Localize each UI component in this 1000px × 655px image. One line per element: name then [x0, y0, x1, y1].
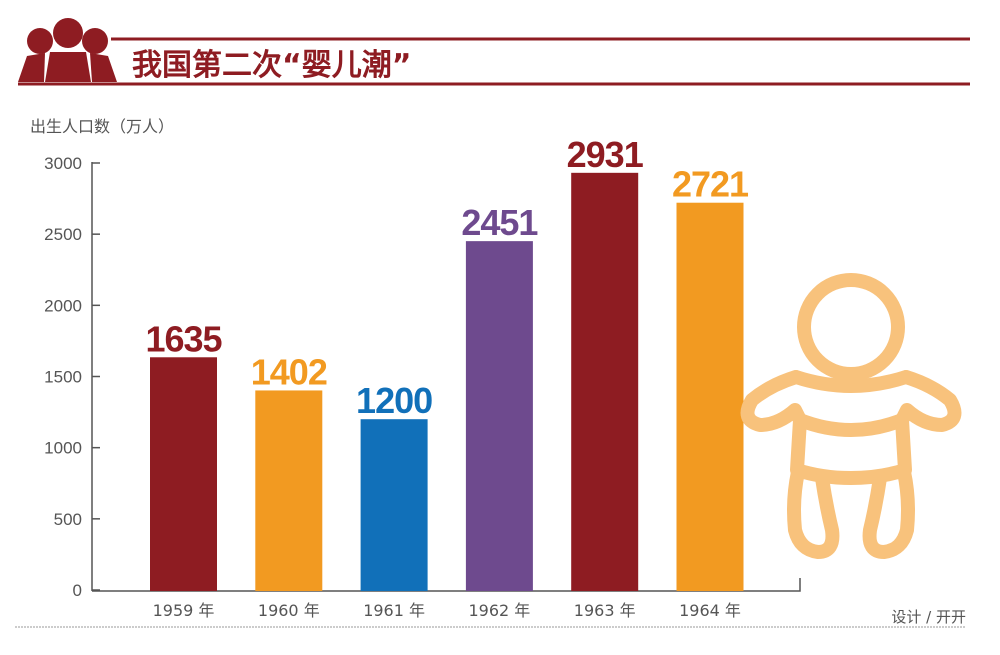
- y-axis-label: 出生人口数（万人）: [30, 117, 174, 136]
- x-axis-line: [92, 578, 801, 592]
- bar-value-label: 2721: [672, 164, 749, 205]
- x-category-label: 1963 年: [574, 601, 636, 620]
- bar: [465, 241, 533, 592]
- chart-title: 我国第二次“婴儿潮”: [132, 48, 411, 83]
- y-tick-label: 0: [73, 581, 82, 600]
- bar-value-label: 1635: [145, 318, 222, 359]
- bar: [676, 202, 744, 591]
- credit-text: 设计 / 开开: [891, 608, 966, 626]
- y-tick-label: 1000: [44, 439, 82, 458]
- x-category-label: 1960 年: [258, 601, 320, 620]
- bar-value-label: 1200: [356, 380, 432, 421]
- y-tick-label: 500: [54, 510, 82, 529]
- x-category-label: 1959 年: [153, 601, 215, 620]
- y-tick-label: 2000: [44, 296, 82, 315]
- y-tick-label: 1500: [44, 368, 82, 387]
- bar: [571, 172, 639, 592]
- y-tick-label: 2500: [44, 225, 82, 244]
- x-category-label: 1964 年: [679, 601, 741, 620]
- header-logo-people-icon: [18, 18, 117, 82]
- x-category-label: 1961 年: [363, 601, 425, 620]
- x-category-label: 1962 年: [468, 601, 530, 620]
- bar-value-label: 1402: [251, 351, 327, 392]
- y-tick-label: 3000: [44, 154, 82, 173]
- bar-value-label: 2451: [461, 202, 538, 243]
- bar: [255, 390, 323, 591]
- bar-value-label: 2931: [567, 134, 644, 175]
- bar: [150, 357, 217, 591]
- bar: [360, 419, 428, 591]
- baby-icon: [740, 273, 962, 559]
